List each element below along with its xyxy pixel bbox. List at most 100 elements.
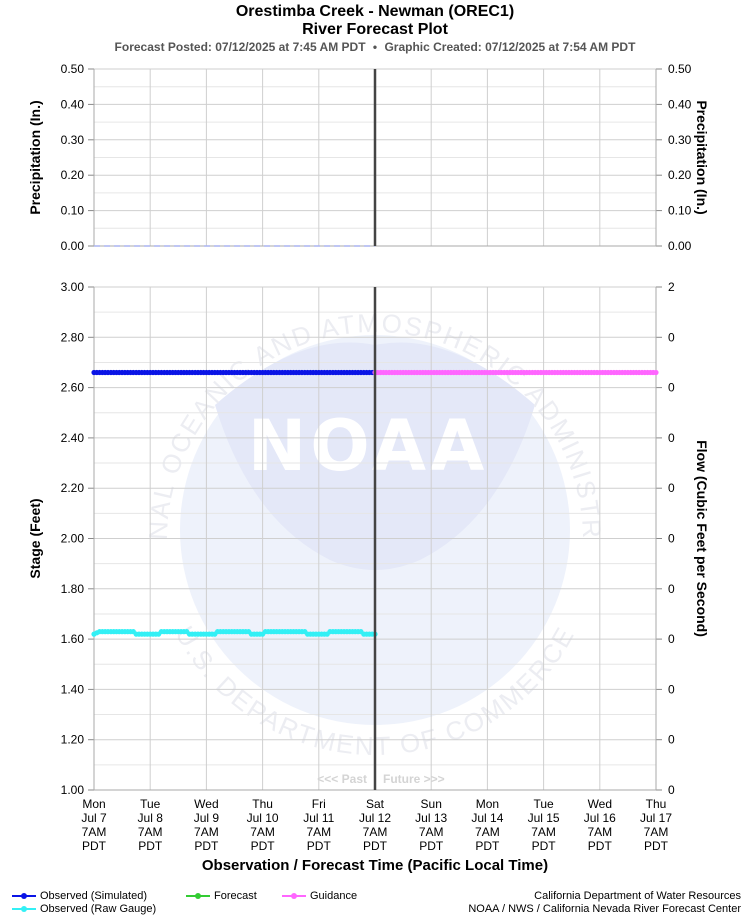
xtick-label: Jul 16	[584, 811, 616, 825]
xtick-label: Jul 15	[528, 811, 560, 825]
precip-right-ytick-label: 0.00	[668, 239, 692, 253]
xtick-label: PDT	[419, 839, 444, 853]
precip-ytick-label: 0.10	[61, 204, 85, 218]
xtick-label: Thu	[646, 797, 667, 811]
legend-label: Observed (Simulated)	[40, 890, 147, 902]
legend-label: Forecast	[214, 890, 257, 902]
precip-right-ytick-label: 0.50	[668, 62, 692, 76]
xtick-label: Jul 14	[471, 811, 503, 825]
xtick-label: 7AM	[194, 825, 219, 839]
xtick-label: 7AM	[250, 825, 275, 839]
xtick-label: Wed	[194, 797, 218, 811]
xtick-label: 7AM	[306, 825, 331, 839]
xtick-label: 7AM	[82, 825, 107, 839]
xtick-label: PDT	[475, 839, 500, 853]
posted-info: Forecast Posted: 07/12/2025 at 7:45 AM P…	[0, 40, 750, 54]
xtick-label: Tue	[533, 797, 554, 811]
stage-ytick-label: 1.00	[61, 783, 85, 797]
precip-ytick-label: 0.50	[61, 62, 85, 76]
legend-swatch-icon	[12, 906, 36, 913]
xtick-label: PDT	[82, 839, 107, 853]
legend-item-observed-simulated: Observed (Simulated)	[12, 890, 147, 902]
xtick-label: 7AM	[363, 825, 388, 839]
watermark-center-text: NOAA	[248, 405, 489, 487]
xtick-label: 7AM	[587, 825, 612, 839]
stage-right-ytick-label: 0	[668, 330, 675, 344]
legend-item-forecast: Forecast	[186, 890, 257, 902]
chart-subtitle: River Forecast Plot	[302, 21, 448, 38]
stage-right-ytick-label: 0	[668, 582, 675, 596]
xtick-label: Jul 11	[303, 811, 334, 825]
noaa-watermark: NOAA NATIONAL OCEANIC AND ATMOSPHERIC AD…	[0, 0, 605, 761]
precip-right-ytick-label: 0.10	[668, 204, 692, 218]
x-axis-title: Observation / Forecast Time (Pacific Loc…	[202, 857, 548, 874]
stage-ytick-label: 1.40	[61, 682, 85, 696]
precip-ytick-label: 0.20	[61, 168, 85, 182]
xtick-label: Jul 9	[194, 811, 220, 825]
legend-label: Observed (Raw Gauge)	[40, 903, 157, 915]
xtick-label: Mon	[82, 797, 105, 811]
xtick-label: 7AM	[644, 825, 669, 839]
series-point-3	[653, 369, 659, 376]
separator-bullet: •	[372, 40, 378, 54]
stage-ylabel-left: Stage (Feet)	[27, 498, 43, 578]
credit-dwr: California Department of Water Resources	[534, 890, 741, 902]
precip-right-ytick-label: 0.40	[668, 97, 692, 111]
xtick-label: Tue	[140, 797, 161, 811]
xtick-label: PDT	[251, 839, 276, 853]
precip-right-ytick-label: 0.30	[668, 133, 692, 147]
xtick-label: PDT	[588, 839, 613, 853]
xtick-label: Wed	[588, 797, 612, 811]
xtick-label: PDT	[363, 839, 388, 853]
stage-right-ytick-label: 0	[668, 431, 675, 445]
xtick-label: Sun	[421, 797, 442, 811]
xtick-label: 7AM	[531, 825, 556, 839]
stage-right-ytick-label: 0	[668, 632, 675, 646]
stage-right-ytick-label: 0	[668, 783, 675, 797]
stage-ytick-label: 1.20	[61, 733, 85, 747]
stage-ytick-label: 2.00	[61, 532, 85, 546]
xtick-label: Jul 17	[640, 811, 672, 825]
xtick-label: Jul 8	[138, 811, 164, 825]
legend-swatch-icon	[186, 893, 210, 900]
stage-ytick-label: 2.60	[61, 381, 85, 395]
stage-right-ytick-label: 0	[668, 381, 675, 395]
xtick-label: 7AM	[138, 825, 163, 839]
stage-right-ytick-label: 2	[668, 280, 675, 294]
precip-ylabel-right: Precipitation (In.)	[694, 100, 710, 214]
chart-title: Orestimba Creek - Newman (OREC1)	[235, 3, 515, 20]
xtick-label: PDT	[532, 839, 557, 853]
stage-right-ytick-label: 0	[668, 733, 675, 747]
xtick-label: PDT	[644, 839, 669, 853]
legend-item-observed-raw-gauge: Observed (Raw Gauge)	[12, 903, 156, 915]
xtick-label: Jul 12	[359, 811, 391, 825]
credit-nws: NOAA / NWS / California Nevada River For…	[468, 903, 741, 915]
legend-swatch-icon	[12, 893, 36, 900]
stage-ytick-label: 1.60	[61, 632, 85, 646]
precip-ytick-label: 0.00	[61, 239, 85, 253]
precip-ytick-label: 0.40	[61, 97, 85, 111]
stage-ytick-label: 2.20	[61, 481, 85, 495]
precip-right-ytick-label: 0.20	[668, 168, 692, 182]
xtick-label: Mon	[476, 797, 499, 811]
future-label: Future >>>	[383, 772, 445, 786]
xtick-label: Sat	[366, 797, 385, 811]
stage-ytick-label: 3.00	[61, 280, 85, 294]
xtick-label: Fri	[312, 797, 326, 811]
graphic-created: Graphic Created: 07/12/2025 at 7:54 AM P…	[384, 40, 636, 54]
legend-swatch-icon	[282, 893, 306, 900]
legend-label: Guidance	[310, 890, 358, 902]
precip-ylabel-left: Precipitation (In.)	[27, 100, 43, 214]
stage-right-ytick-label: 0	[668, 481, 675, 495]
legend-item-guidance: Guidance	[282, 890, 357, 902]
xtick-label: Jul 13	[415, 811, 447, 825]
stage-right-ytick-label: 0	[668, 682, 675, 696]
precip-ytick-label: 0.30	[61, 133, 85, 147]
xtick-label: 7AM	[419, 825, 444, 839]
xtick-label: Thu	[252, 797, 273, 811]
stage-ytick-label: 2.80	[61, 330, 85, 344]
xtick-label: PDT	[194, 839, 219, 853]
stage-ytick-label: 1.80	[61, 582, 85, 596]
xtick-label: Jul 7	[81, 811, 107, 825]
